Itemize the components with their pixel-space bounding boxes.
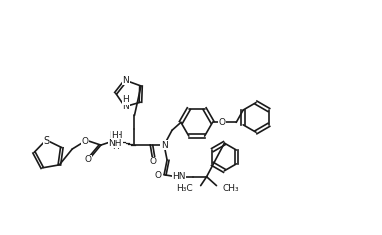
Text: O: O bbox=[155, 171, 162, 180]
Text: O: O bbox=[82, 137, 89, 146]
Text: O: O bbox=[84, 155, 92, 164]
Text: O: O bbox=[150, 157, 157, 166]
Text: O: O bbox=[219, 118, 226, 127]
Text: CH₃: CH₃ bbox=[222, 184, 239, 193]
Text: H: H bbox=[111, 131, 118, 140]
Text: NH: NH bbox=[108, 139, 121, 148]
Text: N: N bbox=[122, 76, 129, 85]
Text: HN: HN bbox=[172, 172, 186, 181]
Text: H: H bbox=[122, 95, 129, 104]
Text: S: S bbox=[43, 136, 49, 146]
Text: NH
H: NH H bbox=[109, 131, 123, 151]
Text: H₃C: H₃C bbox=[176, 184, 193, 193]
Text: N: N bbox=[161, 141, 167, 150]
Text: N: N bbox=[122, 102, 129, 111]
